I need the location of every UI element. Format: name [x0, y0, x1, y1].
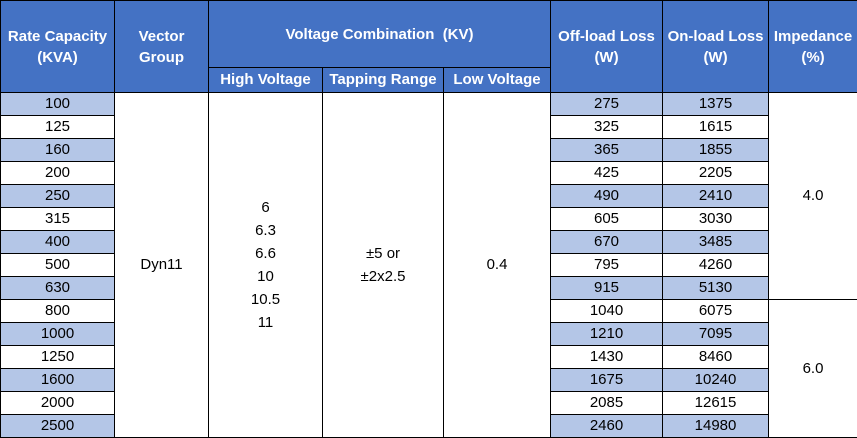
cell-rate-capacity: 125	[1, 116, 115, 139]
cell-offload-loss: 795	[551, 254, 663, 277]
cell-rate-capacity: 2500	[1, 415, 115, 438]
cell-impedance-group-2: 6.0	[769, 300, 857, 438]
cell-onload-loss: 2410	[663, 185, 769, 208]
cell-offload-loss: 605	[551, 208, 663, 231]
cell-rate-capacity: 400	[1, 231, 115, 254]
high-voltage-value: 6	[209, 196, 322, 219]
cell-onload-loss: 6075	[663, 300, 769, 323]
cell-rate-capacity: 630	[1, 277, 115, 300]
cell-offload-loss: 490	[551, 185, 663, 208]
high-voltage-value: 11	[209, 311, 322, 334]
cell-onload-loss: 3030	[663, 208, 769, 231]
cell-offload-loss: 1040	[551, 300, 663, 323]
cell-offload-loss: 275	[551, 93, 663, 116]
cell-onload-loss: 12615	[663, 392, 769, 415]
cell-rate-capacity: 2000	[1, 392, 115, 415]
cell-onload-loss: 5130	[663, 277, 769, 300]
cell-rate-capacity: 500	[1, 254, 115, 277]
header-tapping-range: Tapping Range	[323, 68, 444, 93]
header-low-voltage: Low Voltage	[444, 68, 551, 93]
cell-rate-capacity: 1600	[1, 369, 115, 392]
cell-onload-loss: 1615	[663, 116, 769, 139]
cell-offload-loss: 670	[551, 231, 663, 254]
cell-offload-loss: 2085	[551, 392, 663, 415]
header-impedance: Impedance (%)	[769, 1, 857, 93]
cell-onload-loss: 3485	[663, 231, 769, 254]
cell-offload-loss: 325	[551, 116, 663, 139]
header-vector-group: Vector Group	[115, 1, 209, 93]
cell-offload-loss: 1210	[551, 323, 663, 346]
header-offload-loss: Off-load Loss (W)	[551, 1, 663, 93]
header-onload-loss: On-load Loss (W)	[663, 1, 769, 93]
cell-rate-capacity: 315	[1, 208, 115, 231]
cell-offload-loss: 425	[551, 162, 663, 185]
cell-offload-loss: 915	[551, 277, 663, 300]
cell-low-voltage: 0.4	[444, 93, 551, 438]
cell-rate-capacity: 1250	[1, 346, 115, 369]
cell-rate-capacity: 250	[1, 185, 115, 208]
cell-onload-loss: 1855	[663, 139, 769, 162]
tapping-range-line: ±5 or	[323, 242, 443, 265]
cell-onload-loss: 8460	[663, 346, 769, 369]
header-voltage-combination: Voltage Combination (KV)	[209, 1, 551, 68]
high-voltage-value: 10	[209, 265, 322, 288]
cell-offload-loss: 1430	[551, 346, 663, 369]
cell-tapping-range: ±5 or±2x2.5	[323, 93, 444, 438]
cell-offload-loss: 1675	[551, 369, 663, 392]
cell-onload-loss: 1375	[663, 93, 769, 116]
high-voltage-value: 6.3	[209, 219, 322, 242]
cell-onload-loss: 14980	[663, 415, 769, 438]
cell-onload-loss: 2205	[663, 162, 769, 185]
cell-rate-capacity: 800	[1, 300, 115, 323]
cell-rate-capacity: 100	[1, 93, 115, 116]
cell-onload-loss: 10240	[663, 369, 769, 392]
cell-offload-loss: 2460	[551, 415, 663, 438]
cell-onload-loss: 7095	[663, 323, 769, 346]
high-voltage-value: 10.5	[209, 288, 322, 311]
header-high-voltage: High Voltage	[209, 68, 323, 93]
cell-rate-capacity: 160	[1, 139, 115, 162]
cell-offload-loss: 365	[551, 139, 663, 162]
cell-impedance-group-1: 4.0	[769, 93, 857, 300]
high-voltage-value: 6.6	[209, 242, 322, 265]
cell-rate-capacity: 1000	[1, 323, 115, 346]
header-rate-capacity: Rate Capacity (KVA)	[1, 1, 115, 93]
cell-vector-group: Dyn11	[115, 93, 209, 438]
cell-onload-loss: 4260	[663, 254, 769, 277]
tapping-range-line: ±2x2.5	[323, 265, 443, 288]
cell-rate-capacity: 200	[1, 162, 115, 185]
